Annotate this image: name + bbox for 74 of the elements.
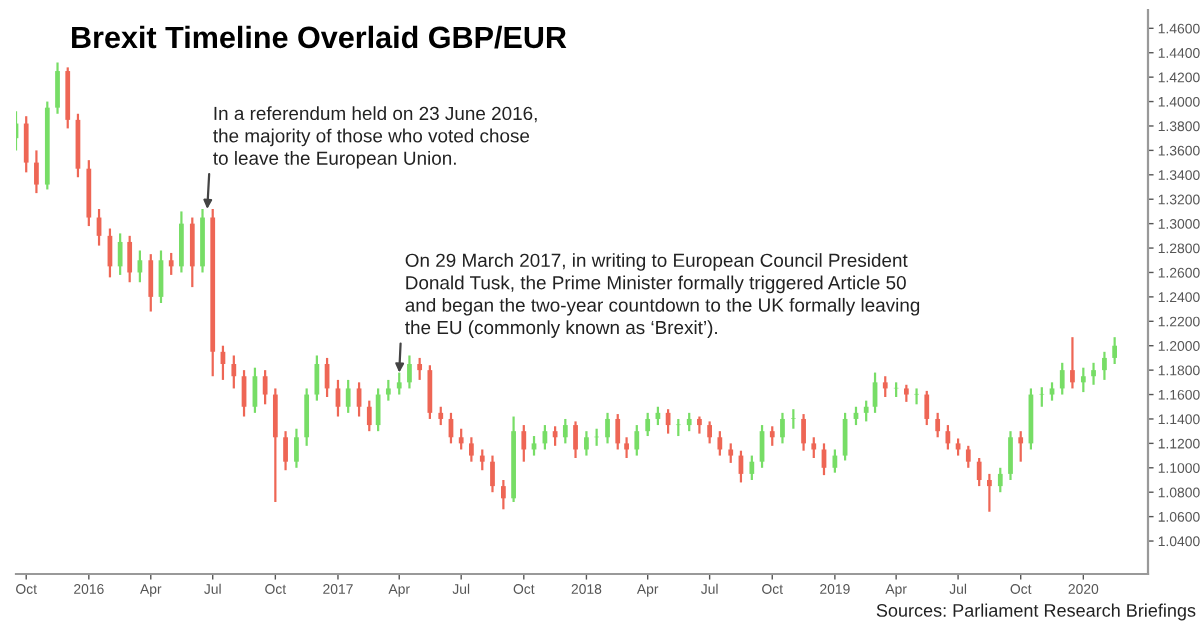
candlestick — [863, 399, 869, 423]
candlestick — [987, 472, 992, 513]
candlestick — [294, 427, 299, 469]
candlestick — [117, 232, 123, 277]
annotation: In a referendum held on 23 June 2016, the majority of those who voted chose to leave the European Union. — [213, 106, 537, 169]
candlestick — [179, 210, 184, 274]
candlestick — [417, 356, 423, 382]
candlestick — [1039, 386, 1045, 408]
candlestick — [924, 389, 930, 427]
candlestick — [1070, 336, 1075, 390]
candlestick — [615, 412, 621, 451]
candlestick — [1049, 381, 1055, 402]
candlestick — [23, 115, 29, 174]
candlestick — [584, 430, 589, 457]
candlestick — [469, 436, 474, 463]
candlestick — [231, 354, 237, 390]
candlestick — [490, 454, 495, 494]
candlestick — [314, 354, 320, 402]
candlestick — [262, 369, 268, 406]
candlestick — [717, 430, 723, 457]
candlestick — [407, 354, 412, 390]
candlestick — [686, 411, 692, 433]
candlestick — [1080, 366, 1086, 394]
candlestick — [345, 378, 351, 414]
candlestick — [832, 448, 838, 474]
candlestick — [34, 149, 39, 195]
candlestick — [769, 425, 775, 447]
candlestick — [55, 61, 60, 115]
candlestick — [189, 216, 195, 289]
chart-title: Brexit Timeline Overlaid GBP/EUR — [72, 25, 567, 49]
source-note: Sources: Parliament Research Briefings — [876, 603, 1196, 621]
candlestick — [562, 417, 568, 445]
candlestick — [997, 466, 1003, 494]
candlestick — [396, 371, 402, 396]
candlestick — [976, 456, 982, 488]
candlestick — [168, 251, 174, 277]
candlestick — [728, 442, 734, 465]
candlestick — [438, 405, 444, 427]
annotation: On 29 March 2017, in writing to European Council President Donald Tusk, the Prime Minister formally triggered Article 50 and began the two-year countdown to the UK formally leaving the EU (commonly known as ‘Brexit’). — [405, 253, 920, 338]
candlestick — [914, 387, 919, 406]
candlestick — [458, 427, 464, 451]
candlestick — [605, 411, 610, 445]
candlestick — [479, 448, 485, 472]
candlestick — [427, 364, 433, 421]
candlestick — [1018, 430, 1024, 463]
candlestick — [965, 444, 971, 469]
candlestick — [749, 454, 755, 482]
candlestick — [385, 378, 391, 402]
candlestick — [272, 387, 278, 504]
candlestick — [945, 423, 951, 451]
candlestick — [1091, 361, 1096, 386]
candlestick — [1112, 336, 1118, 366]
candlestick — [935, 411, 941, 439]
candlestick — [521, 423, 527, 463]
candlestick — [127, 234, 133, 284]
candlestick — [1008, 430, 1013, 482]
candlestick — [148, 253, 154, 313]
candlestick — [645, 411, 651, 438]
candlestick — [573, 420, 578, 460]
candlestick — [780, 411, 785, 445]
candlestick — [624, 436, 629, 460]
candlestick — [366, 399, 372, 433]
candlestick — [882, 375, 888, 399]
candlestick — [1102, 350, 1107, 382]
candlestick — [790, 408, 796, 430]
candlestick — [801, 412, 806, 452]
candlestick — [1059, 361, 1065, 396]
candlestick — [811, 436, 817, 460]
candlestick — [501, 478, 506, 511]
candlestick — [707, 420, 713, 445]
candlestick — [304, 387, 310, 447]
candlestick — [283, 430, 288, 472]
candlestick — [375, 387, 381, 433]
candlestick — [634, 423, 640, 457]
